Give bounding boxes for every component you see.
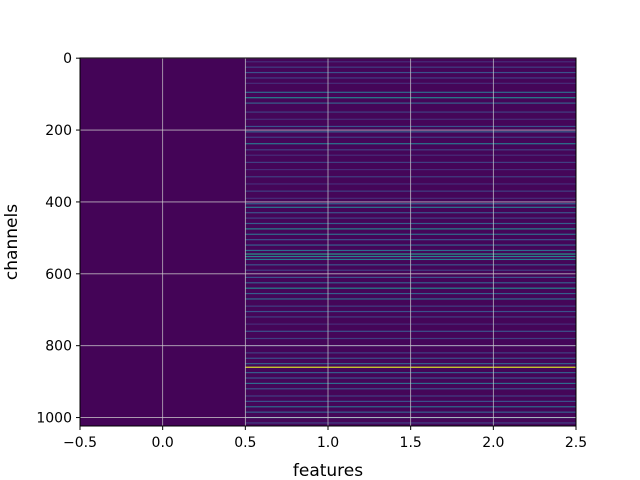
x-tick-label: −0.5: [63, 435, 97, 451]
y-tick-label: 600: [45, 267, 72, 283]
y-axis-ticks: 0 200 400 600 800 1000: [36, 51, 80, 427]
x-tick-label: 0.0: [152, 435, 174, 451]
x-tick-label: 1.5: [400, 435, 422, 451]
x-tick-label: 2.0: [482, 435, 504, 451]
y-axis-label: channels: [2, 204, 22, 280]
y-tick-label: 400: [45, 195, 72, 211]
x-tick-label: 0.5: [234, 435, 256, 451]
x-axis-label: features: [293, 461, 363, 480]
x-axis-ticks: −0.5 0.0 0.5 1.0 1.5 2.0 2.5: [63, 426, 587, 451]
x-tick-label: 2.5: [565, 435, 587, 451]
y-tick-label: 200: [45, 123, 72, 139]
y-tick-label: 800: [45, 339, 72, 355]
y-tick-label: 1000: [36, 411, 72, 427]
x-tick-label: 1.0: [317, 435, 339, 451]
y-tick-label: 0: [63, 51, 72, 67]
